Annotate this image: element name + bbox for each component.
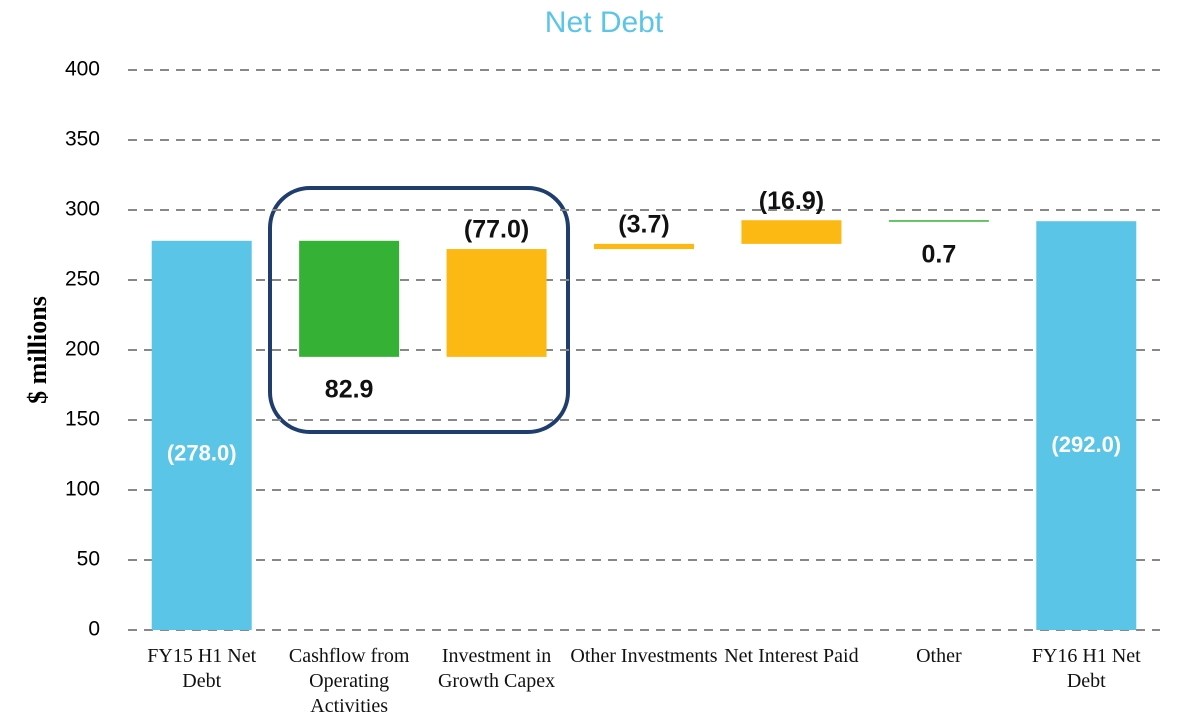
bar	[151, 240, 252, 631]
y-tick-label: 100	[65, 478, 100, 501]
y-tick-label: 150	[65, 408, 100, 431]
data-label: (278.0)	[167, 441, 237, 466]
x-tick-label: FY16 H1 Net Debt	[1031, 645, 1141, 692]
x-tick-label: Other Investments	[570, 645, 718, 667]
data-label: 0.7	[921, 240, 956, 268]
data-label: (292.0)	[1051, 432, 1121, 457]
bar	[299, 240, 400, 357]
data-label: (77.0)	[464, 216, 529, 244]
y-tick-label: 0	[88, 618, 100, 641]
y-tick-label: 400	[65, 58, 100, 81]
x-tick-label: Cashflow from Operating Activities	[288, 645, 410, 716]
x-tick-label: FY15 H1 Net Debt	[147, 645, 257, 692]
x-tick-label: Investment in Growth Capex	[437, 645, 556, 692]
bar	[741, 220, 842, 244]
bar	[888, 220, 989, 222]
bar	[446, 249, 547, 357]
chart-title: Net Debt	[545, 6, 664, 39]
data-label: 82.9	[325, 375, 374, 403]
y-tick-label: 250	[65, 268, 100, 291]
y-tick-label: 350	[65, 128, 100, 151]
bar	[1036, 221, 1137, 630]
x-tick-label: Other	[916, 645, 962, 667]
y-axis-label: $ millions	[23, 296, 52, 404]
data-label: (3.7)	[618, 210, 669, 238]
highlight-box	[268, 186, 570, 434]
y-tick-label: 300	[65, 198, 100, 221]
data-label: (16.9)	[759, 187, 824, 215]
y-tick-label: 200	[65, 338, 100, 361]
y-tick-label: 50	[77, 548, 100, 571]
bar	[594, 243, 694, 250]
x-tick-label: Net Interest Paid	[724, 645, 859, 667]
